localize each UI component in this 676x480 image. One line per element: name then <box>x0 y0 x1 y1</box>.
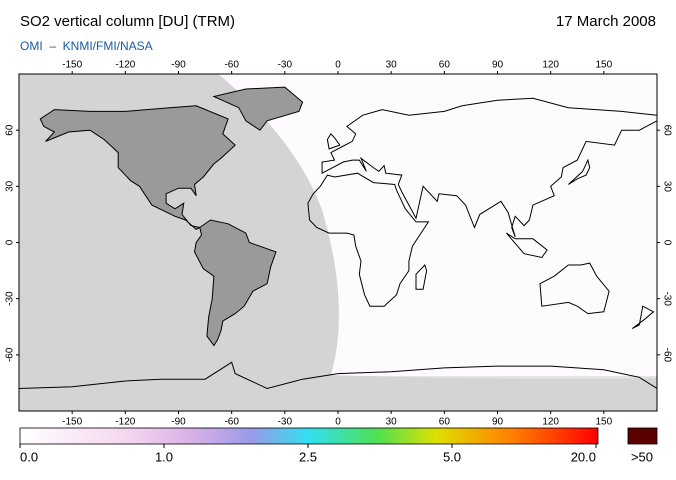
lon-tick-label: 120 <box>542 60 559 71</box>
colorbar-overflow-label: >50 <box>631 449 653 464</box>
date: 17 March 2008 <box>556 13 656 30</box>
lon-tick-label: 30 <box>386 417 398 428</box>
coastline <box>307 172 430 307</box>
lat-tick-label: -60 <box>5 347 16 362</box>
colorbar-tick-label: 5.0 <box>443 449 461 464</box>
lat-tick-label: 30 <box>661 181 672 193</box>
lon-tick-label: 150 <box>595 60 612 71</box>
lon-tick-label: -120 <box>115 417 135 428</box>
lon-tick-label: 0 <box>335 60 341 71</box>
coastline <box>212 86 304 131</box>
lat-tick-label: 60 <box>5 124 16 136</box>
coastline <box>321 97 657 238</box>
lat-tick-label: 30 <box>5 180 16 192</box>
lon-tick-label: -90 <box>171 60 186 71</box>
coastline <box>568 158 591 185</box>
polar-shade <box>19 376 657 411</box>
colorbar-tick-label: 2.5 <box>299 449 317 464</box>
lon-tick-label: 120 <box>542 417 559 428</box>
coastlines <box>19 86 657 390</box>
colorbar-overflow <box>627 427 658 445</box>
colorbar-tick-label: 0.0 <box>20 449 38 464</box>
coastline <box>506 232 548 259</box>
source: OMI – KNMI/FMI/NASA <box>20 39 153 53</box>
coastline <box>415 264 428 290</box>
lat-tick-label: -30 <box>661 291 672 306</box>
lon-tick-label: 90 <box>492 60 504 71</box>
lat-tick-label: -30 <box>5 291 16 306</box>
lon-tick-label: -30 <box>278 417 293 428</box>
lat-tick-label: 0 <box>661 240 672 246</box>
map-area <box>19 74 657 411</box>
lon-tick-label: -60 <box>224 417 239 428</box>
lat-tick-label: -60 <box>661 348 672 363</box>
lat-tick-label: 0 <box>5 239 16 245</box>
lon-tick-label: -90 <box>171 417 186 428</box>
night-shade <box>19 74 339 378</box>
colorbar-tick-label: 20.0 <box>571 449 596 464</box>
coastline <box>539 262 610 315</box>
lon-tick-label: 90 <box>492 417 504 428</box>
coastline <box>631 305 655 330</box>
coastline <box>193 219 277 347</box>
lon-tick-label: 30 <box>386 60 398 71</box>
lon-tick-label: 60 <box>439 60 451 71</box>
lat-tick-label: 60 <box>661 125 672 137</box>
lon-tick-label: -150 <box>62 60 82 71</box>
colorbar-tick-label: 1.0 <box>155 449 173 464</box>
colorbar <box>19 427 599 445</box>
lon-tick-label: 60 <box>439 417 451 428</box>
lon-tick-label: 0 <box>335 417 341 428</box>
lon-tick-label: -60 <box>224 60 239 71</box>
coastline <box>39 105 236 231</box>
coastline <box>326 133 341 150</box>
lon-tick-label: -30 <box>278 60 293 71</box>
lon-tick-label: -120 <box>115 60 135 71</box>
lon-tick-label: 150 <box>595 417 612 428</box>
coastline <box>19 361 657 390</box>
lon-tick-label: -150 <box>62 417 82 428</box>
title: SO2 vertical column [DU] (TRM) <box>20 13 235 30</box>
